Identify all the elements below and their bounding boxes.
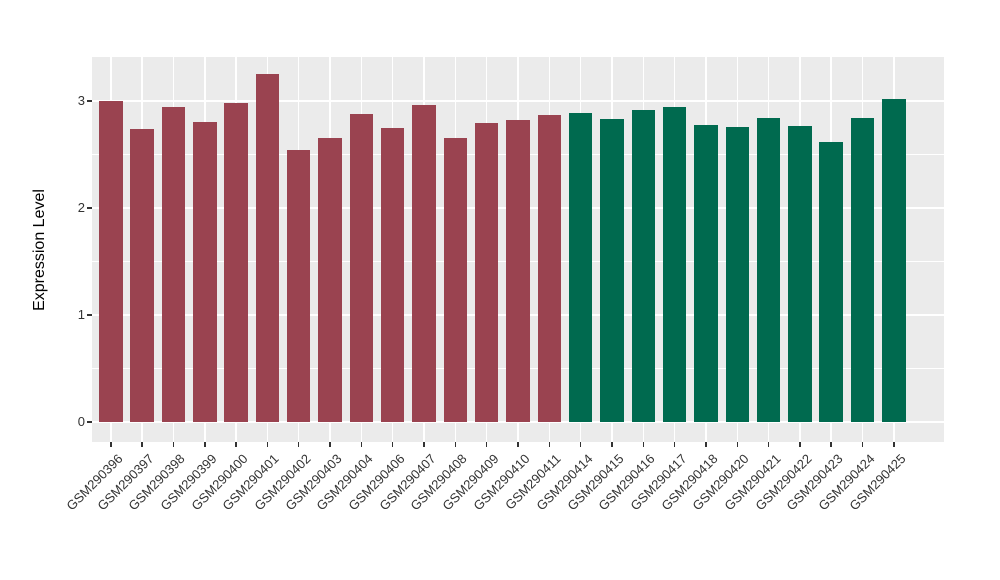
x-tick xyxy=(297,442,300,447)
bar xyxy=(443,138,468,422)
plot-panel xyxy=(92,57,944,442)
x-tick xyxy=(329,442,331,447)
x-tick xyxy=(423,442,425,447)
bar xyxy=(568,112,593,422)
x-tick xyxy=(611,442,613,447)
bar xyxy=(537,114,562,422)
x-tick xyxy=(579,442,582,447)
y-tick xyxy=(87,100,92,102)
bar xyxy=(161,107,186,422)
bar xyxy=(474,123,499,422)
x-tick xyxy=(642,442,645,447)
y-tick xyxy=(87,421,92,423)
y-tick-label: 0 xyxy=(77,414,85,429)
x-tick xyxy=(110,442,112,447)
gridline-major xyxy=(92,100,944,102)
bar xyxy=(224,103,248,422)
bar xyxy=(850,118,875,422)
x-tick xyxy=(767,442,770,447)
gridline-major xyxy=(92,421,944,423)
x-tick xyxy=(517,442,519,447)
x-tick xyxy=(172,442,175,447)
x-tick xyxy=(861,442,864,447)
bar xyxy=(600,119,624,422)
x-tick xyxy=(893,442,895,447)
bar xyxy=(882,98,906,422)
bar xyxy=(756,118,781,422)
bar xyxy=(99,101,123,422)
x-tick xyxy=(141,442,143,447)
bar xyxy=(819,141,843,422)
bar xyxy=(506,120,530,422)
bar xyxy=(725,126,749,422)
bar xyxy=(631,109,656,422)
bar xyxy=(788,125,812,422)
x-tick xyxy=(454,442,457,447)
x-tick xyxy=(360,442,363,447)
x-tick xyxy=(705,442,707,447)
bar xyxy=(662,107,687,422)
bar xyxy=(694,124,718,422)
x-tick xyxy=(204,442,206,447)
bar xyxy=(318,138,342,422)
bar xyxy=(255,74,280,422)
y-tick-label: 1 xyxy=(77,307,85,322)
y-axis-title: Expression Level xyxy=(31,189,48,311)
x-tick xyxy=(548,442,551,447)
x-tick xyxy=(673,442,676,447)
x-tick xyxy=(485,442,488,447)
x-tick xyxy=(266,442,269,447)
y-tick xyxy=(87,207,92,209)
bar xyxy=(130,128,154,422)
bar xyxy=(349,113,374,422)
bar xyxy=(380,127,405,422)
x-tick xyxy=(235,442,237,447)
x-tick xyxy=(736,442,738,447)
x-tick xyxy=(830,442,832,447)
x-tick xyxy=(391,442,394,447)
x-tick xyxy=(799,442,801,447)
bar xyxy=(412,105,436,422)
bar xyxy=(286,150,311,422)
y-tick-label: 2 xyxy=(77,200,85,215)
y-tick xyxy=(87,314,92,316)
bar xyxy=(193,122,217,422)
y-tick-label: 3 xyxy=(77,93,85,108)
